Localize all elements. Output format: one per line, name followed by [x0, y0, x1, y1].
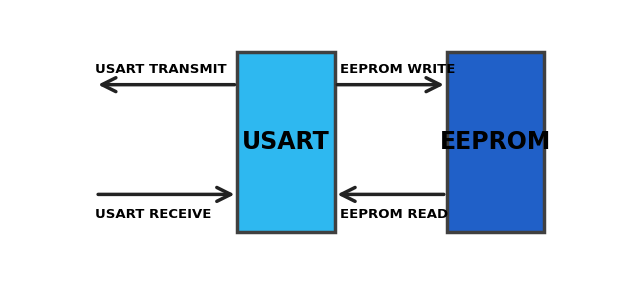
Text: USART: USART — [242, 130, 330, 154]
Text: EEPROM: EEPROM — [440, 130, 551, 154]
Bar — [237, 52, 334, 232]
Text: USART RECEIVE: USART RECEIVE — [95, 207, 212, 221]
Text: EEPROM READ: EEPROM READ — [340, 207, 448, 221]
Text: EEPROM WRITE: EEPROM WRITE — [340, 63, 455, 76]
Bar — [447, 52, 544, 232]
Text: USART TRANSMIT: USART TRANSMIT — [95, 63, 227, 76]
